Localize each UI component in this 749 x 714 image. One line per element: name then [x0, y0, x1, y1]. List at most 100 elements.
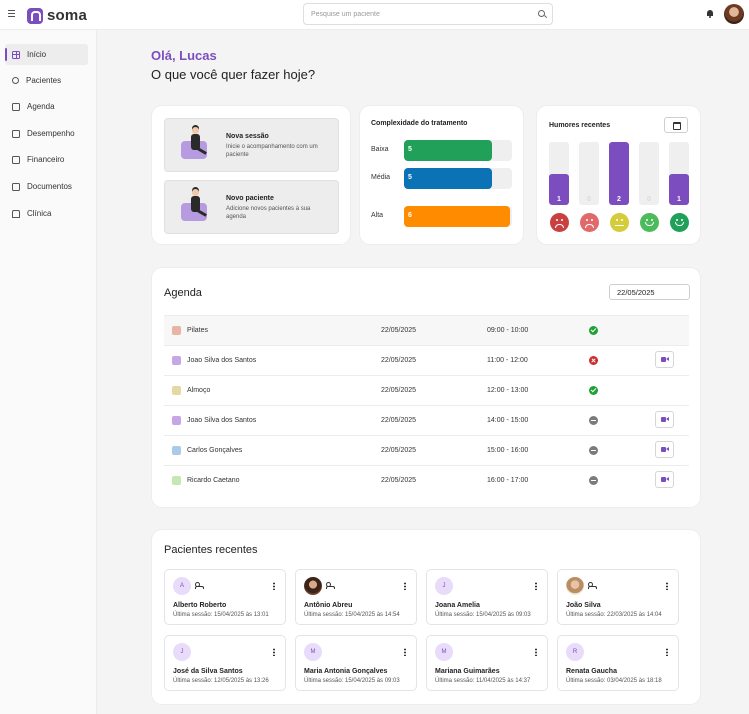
soma-logo-icon: [27, 7, 43, 24]
user-avatar[interactable]: [724, 4, 744, 24]
complexity-title: Complexidade do tratamento: [371, 120, 468, 127]
pending-icon: [589, 476, 598, 485]
event-color-dot: [172, 416, 181, 425]
happy-face-icon[interactable]: [639, 213, 659, 232]
patient-card[interactable]: J Joana Amelia Última sessão: 15/04/2025 à…: [426, 569, 548, 625]
patient-last-session: Última sessão: 15/04/2025 às 13:01: [173, 612, 269, 618]
therapy-illustration-icon: [179, 125, 215, 165]
patient-card[interactable]: M Maria Antonia Gonçalves Última sessão: 1…: [295, 635, 417, 691]
group-icon: [326, 582, 335, 589]
moods-title: Humores recentes: [549, 122, 611, 129]
complexity-track: 6: [404, 206, 512, 227]
more-options-icon[interactable]: [535, 582, 537, 590]
very-happy-face-icon[interactable]: [669, 213, 689, 232]
video-call-button[interactable]: [655, 441, 674, 458]
new-patient-button[interactable]: Novo paciente Adicione novos pacientes à…: [164, 180, 339, 234]
agenda-title: Agenda: [164, 287, 202, 299]
mood-count: 1: [677, 196, 681, 203]
new-session-button[interactable]: Nova sessão Inicie o acompanhamento com …: [164, 118, 339, 172]
mood-count: 0: [647, 196, 651, 203]
patient-card[interactable]: M Mariana Guimarães Última sessão: 11/04/2…: [426, 635, 548, 691]
sidebar-item-agenda[interactable]: Agenda: [5, 96, 88, 117]
event-name: Joao Silva dos Santos: [187, 417, 257, 424]
more-options-icon[interactable]: [535, 648, 537, 656]
patient-name: Renata Gaucha: [566, 668, 617, 675]
more-options-icon[interactable]: [666, 648, 668, 656]
logo[interactable]: soma: [27, 7, 87, 24]
patient-name: Alberto Roberto: [173, 602, 227, 609]
event-date: 22/05/2025: [381, 327, 417, 334]
sad-face-icon[interactable]: [579, 213, 599, 232]
grid-icon: [12, 50, 20, 59]
event-name: Pilates: [187, 327, 209, 334]
very-sad-face-icon[interactable]: [549, 213, 569, 232]
agenda-date-picker[interactable]: 22/05/2025: [609, 284, 690, 300]
more-options-icon[interactable]: [404, 648, 406, 656]
sidebar-item-inicio[interactable]: Início: [5, 44, 88, 65]
sidebar-item-label: Financeiro: [27, 155, 65, 164]
patient-last-session: Última sessão: 11/04/2025 às 14:37: [435, 678, 531, 684]
event-color-dot: [172, 476, 181, 485]
patient-card[interactable]: João Silva Última sessão: 22/03/2025 às 1…: [557, 569, 679, 625]
treatment-complexity-card: Complexidade do tratamento Baixa 5 Média 5 A…: [360, 106, 523, 244]
action-title: Novo paciente: [226, 195, 274, 202]
check-icon: [589, 326, 598, 335]
bell-icon[interactable]: [706, 10, 714, 18]
agenda-row[interactable]: Pilates 22/05/2025 09:00 - 10:00: [164, 315, 689, 345]
mood-bar: 2: [609, 142, 629, 205]
event-name: Almoço: [187, 387, 211, 394]
recent-moods-card: Humores recentes 1 0 2 0 1: [537, 106, 700, 244]
group-icon: [195, 582, 204, 589]
complexity-track: 5: [404, 140, 512, 161]
event-name: Ricardo Caetano: [187, 477, 240, 484]
more-options-icon[interactable]: [273, 648, 275, 656]
video-call-button[interactable]: [655, 471, 674, 488]
event-time: 11:00 - 12:00: [487, 357, 528, 364]
agenda-row[interactable]: Ricardo Caetano 22/05/2025 16:00 - 17:00: [164, 465, 689, 495]
more-options-icon[interactable]: [273, 582, 275, 590]
video-call-button[interactable]: [655, 351, 674, 368]
event-date: 22/05/2025: [381, 477, 417, 484]
sidebar-item-financeiro[interactable]: Financeiro: [5, 149, 88, 170]
mood-count: 2: [617, 196, 621, 203]
patient-card[interactable]: R Renata Gaucha Última sessão: 03/04/2025 …: [557, 635, 679, 691]
menu-icon[interactable]: [8, 10, 15, 18]
check-icon: [589, 386, 598, 395]
agenda-row[interactable]: Joao Silva dos Santos 22/05/2025 14:00 - 1…: [164, 405, 689, 435]
event-color-dot: [172, 356, 181, 365]
neutral-face-icon[interactable]: [609, 213, 629, 232]
sidebar-item-desempenho[interactable]: Desempenho: [5, 123, 88, 144]
event-date: 22/05/2025: [381, 357, 417, 364]
more-options-icon[interactable]: [404, 582, 406, 590]
sidebar-item-clinica[interactable]: Clínica: [5, 203, 88, 224]
complexity-row: Alta 6: [371, 206, 512, 227]
quick-actions-card: Nova sessão Inicie o acompanhamento com …: [152, 106, 350, 244]
event-date: 22/05/2025: [381, 447, 417, 454]
recent-patients-card: Pacientes recentes A Alberto Roberto Últim…: [152, 530, 700, 704]
search-box: [303, 3, 553, 25]
action-description: Inicie o acompanhamento com um paciente: [226, 144, 318, 158]
patient-avatar: J: [173, 643, 191, 661]
patient-card[interactable]: Antônio Abreu Última sessão: 15/04/2025 à…: [295, 569, 417, 625]
complexity-bar: 6: [404, 206, 510, 227]
video-call-button[interactable]: [655, 411, 674, 428]
home-icon: [12, 209, 20, 218]
agenda-row[interactable]: Almoço 22/05/2025 12:00 - 13:00: [164, 375, 689, 405]
patient-card[interactable]: J José da Silva Santos Última sessão: 12/0…: [164, 635, 286, 691]
patient-last-session: Última sessão: 15/04/2025 às 09:03: [304, 678, 400, 684]
complexity-value: 5: [408, 174, 412, 181]
agenda-row[interactable]: Joao Silva dos Santos 22/05/2025 11:00 - 1…: [164, 345, 689, 375]
sidebar-item-pacientes[interactable]: Pacientes: [5, 70, 88, 91]
more-options-icon[interactable]: [666, 582, 668, 590]
mood-calendar-button[interactable]: [664, 117, 688, 133]
search-input[interactable]: [311, 9, 531, 20]
patient-card[interactable]: A Alberto Roberto Última sessão: 15/04/202…: [164, 569, 286, 625]
search-icon[interactable]: [538, 10, 545, 17]
sidebar-item-documentos[interactable]: Documentos: [5, 176, 88, 197]
sidebar-item-label: Clínica: [27, 209, 52, 218]
complexity-bar: 5: [404, 168, 493, 189]
calendar-icon: [12, 102, 20, 111]
agenda-row[interactable]: Carlos Gonçalves 22/05/2025 15:00 - 16:00: [164, 435, 689, 465]
event-time: 16:00 - 17:00: [487, 477, 529, 484]
greeting-question: O que você quer fazer hoje?: [151, 67, 316, 82]
